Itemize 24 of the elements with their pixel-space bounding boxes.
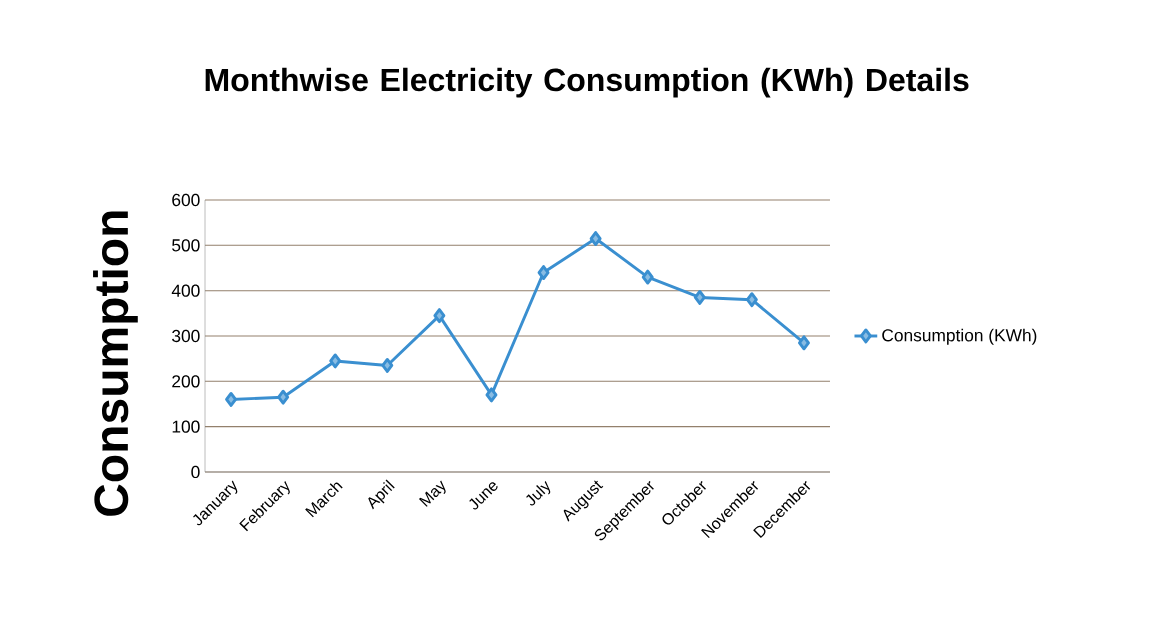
point <box>693 289 706 305</box>
point <box>641 269 654 285</box>
y-tick-label: 300 <box>172 329 200 343</box>
point <box>537 265 550 280</box>
point <box>329 353 342 369</box>
point <box>225 391 238 407</box>
y-axis-title: Consumption <box>93 211 138 516</box>
point <box>381 357 394 373</box>
x-tick-label: July <box>526 480 551 506</box>
y-tick-label: 600 <box>172 193 200 207</box>
point <box>485 387 498 403</box>
legend-label: Consumption (KWh) <box>882 328 1037 345</box>
point <box>433 308 446 324</box>
point <box>797 335 810 351</box>
y-tick-label: 0 <box>191 465 200 479</box>
y-tick-label: 200 <box>172 375 200 388</box>
x-tick-label: May <box>418 480 446 507</box>
point <box>277 389 290 405</box>
point <box>589 231 602 246</box>
y-tick-label: 400 <box>171 284 200 297</box>
point <box>745 292 758 308</box>
y-tick-label: 500 <box>172 239 200 252</box>
chart-title: Monthwise Electricity Consumption (KWh) Details <box>205 67 969 98</box>
y-tick-label: 100 <box>172 420 200 433</box>
